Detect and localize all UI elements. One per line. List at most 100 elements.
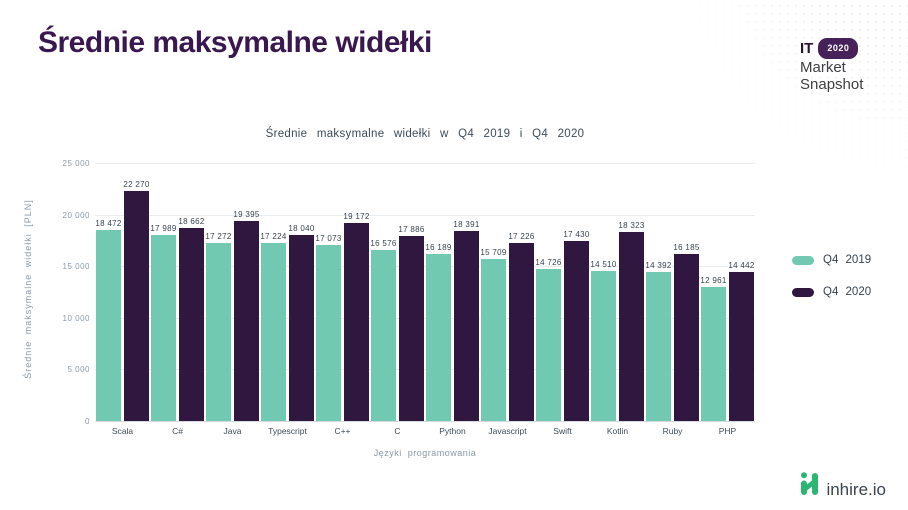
bar: 18 391 — [453, 220, 479, 421]
y-tick-label: 5 000 — [67, 365, 90, 375]
bar-value-label: 14 726 — [535, 258, 562, 268]
bar-group: 18 472 22 270 — [95, 163, 150, 421]
x-tick-label: Ruby — [662, 426, 683, 436]
bar: 18 662 — [178, 217, 204, 421]
bar: 12 961 — [700, 276, 726, 421]
bar-group: 16 576 17 886 — [370, 163, 425, 421]
bar-value-label: 16 185 — [673, 242, 700, 252]
bar-value-label: 17 073 — [315, 233, 342, 243]
bar-value-label: 17 886 — [398, 225, 425, 235]
x-axis-line — [95, 421, 755, 422]
bar-value-label: 19 395 — [233, 209, 260, 219]
bar: 16 189 — [425, 243, 451, 421]
bar-value-label: 17 430 — [563, 230, 590, 240]
bar: 14 442 — [728, 261, 754, 421]
legend-item: Q4 2020 — [792, 286, 871, 298]
y-tick-label: 25 000 — [62, 159, 90, 168]
bar-group: 14 392 16 185 — [645, 163, 700, 421]
legend-swatch — [792, 255, 814, 265]
bar-group: 15 709 17 226 — [480, 163, 535, 421]
bar-value-label: 16 189 — [425, 242, 452, 252]
bar-value-label: 17 226 — [508, 232, 535, 242]
bar: 16 576 — [370, 239, 396, 421]
x-tick-label: Scala — [111, 426, 134, 436]
bar: 19 395 — [233, 210, 259, 421]
gridline — [95, 369, 755, 371]
bar: 17 272 — [205, 232, 231, 421]
bar-value-label: 18 472 — [95, 219, 122, 229]
x-tick-label: C++ — [334, 426, 351, 436]
brand-market-label: Market — [800, 59, 846, 76]
bar: 17 226 — [508, 232, 534, 421]
bar: 16 185 — [673, 243, 699, 421]
x-tick-label: PHP — [718, 426, 737, 436]
y-tick-label: 0 — [85, 417, 90, 426]
bar: 15 709 — [480, 248, 506, 421]
x-tick-label: Swift — [553, 426, 572, 436]
bar: 22 270 — [123, 180, 149, 421]
halftone-dots-decoration — [648, 0, 908, 170]
gridline — [95, 317, 755, 319]
y-tick-label: 20 000 — [62, 210, 90, 220]
x-tick-label: Javascript — [488, 426, 527, 436]
bar-value-label: 18 662 — [178, 217, 205, 227]
legend-label: Q4 2019 — [823, 254, 872, 266]
legend-item: Q4 2019 — [792, 254, 871, 266]
x-axis-labels: Scala C# Java Typescript C++ C Python Javascrip… — [95, 426, 755, 436]
inhire-logo: inhire.io — [799, 471, 886, 500]
bar-series-container: 18 472 22 270 17 989 18 662 17 272 19 395 17 2… — [95, 163, 755, 421]
bar-value-label: 17 224 — [260, 232, 287, 242]
bar-value-label: 14 510 — [590, 260, 617, 270]
x-tick-label: Python — [439, 426, 466, 436]
page-title: Średnie maksymalne widełki — [38, 26, 432, 59]
inhire-icon — [799, 471, 821, 500]
bar-group: 17 224 18 040 — [260, 163, 315, 421]
bar: 14 726 — [535, 258, 561, 421]
bar: 14 392 — [645, 261, 671, 421]
gridline — [95, 266, 755, 268]
bar-group: 17 272 19 395 — [205, 163, 260, 421]
chart-legend: Q4 2019 Q4 2020 — [792, 254, 871, 318]
y-tick-label: 10 000 — [62, 313, 90, 323]
y-axis-ticks: 25 000 20 000 15 000 10 000 5 000 0 — [48, 159, 90, 426]
chart-title: Średnie maksymalne widełki w Q4 2019 i Q… — [265, 128, 585, 140]
gridline — [95, 214, 755, 216]
bar-group: 17 989 18 662 — [150, 163, 205, 421]
bar: 17 224 — [260, 232, 286, 421]
bar-group: 16 189 18 391 — [425, 163, 480, 421]
bar-value-label: 14 442 — [728, 260, 755, 270]
inhire-logo-text: inhire.io — [826, 480, 886, 499]
x-tick-label: Java — [223, 426, 242, 436]
plot-area: 18 472 22 270 17 989 18 662 17 272 19 395 17 2… — [95, 163, 755, 422]
y-tick-label: 15 000 — [62, 262, 90, 272]
bar-value-label: 19 172 — [343, 212, 370, 222]
y-axis-title: Średnie maksymalne widełki [PLN] — [23, 199, 33, 379]
bar-value-label: 17 272 — [205, 231, 232, 241]
bar-group: 14 510 18 323 — [590, 163, 645, 421]
gridline — [95, 163, 755, 164]
bar-value-label: 18 391 — [453, 220, 480, 230]
year-badge: 2020 — [818, 38, 859, 59]
bar-value-label: 18 040 — [288, 223, 315, 233]
bar: 17 073 — [315, 234, 341, 421]
bar: 14 510 — [590, 260, 616, 421]
x-axis-title: Języki programowania — [373, 448, 477, 458]
brand-snapshot-label: Snapshot — [800, 76, 864, 93]
bar-value-label: 17 989 — [150, 224, 177, 234]
x-tick-label: Typescript — [268, 426, 307, 436]
it-market-snapshot-logo: IT 2020 Market Snapshot — [800, 38, 863, 93]
bar: 18 472 — [95, 219, 121, 421]
bar: 19 172 — [343, 212, 369, 421]
bar-group: 14 726 17 430 — [535, 163, 590, 421]
bar-value-label: 16 576 — [370, 238, 397, 248]
bar-value-label: 12 961 — [700, 276, 727, 286]
bar: 17 430 — [563, 230, 589, 421]
brand-it-label: IT — [800, 40, 814, 57]
legend-label: Q4 2020 — [823, 286, 872, 298]
bar-group: 17 073 19 172 — [315, 163, 370, 421]
x-tick-label: C# — [172, 426, 183, 436]
bar: 18 323 — [618, 221, 644, 421]
legend-swatch — [792, 287, 814, 297]
bar-value-label: 14 392 — [645, 261, 672, 271]
bar-value-label: 18 323 — [618, 220, 645, 230]
